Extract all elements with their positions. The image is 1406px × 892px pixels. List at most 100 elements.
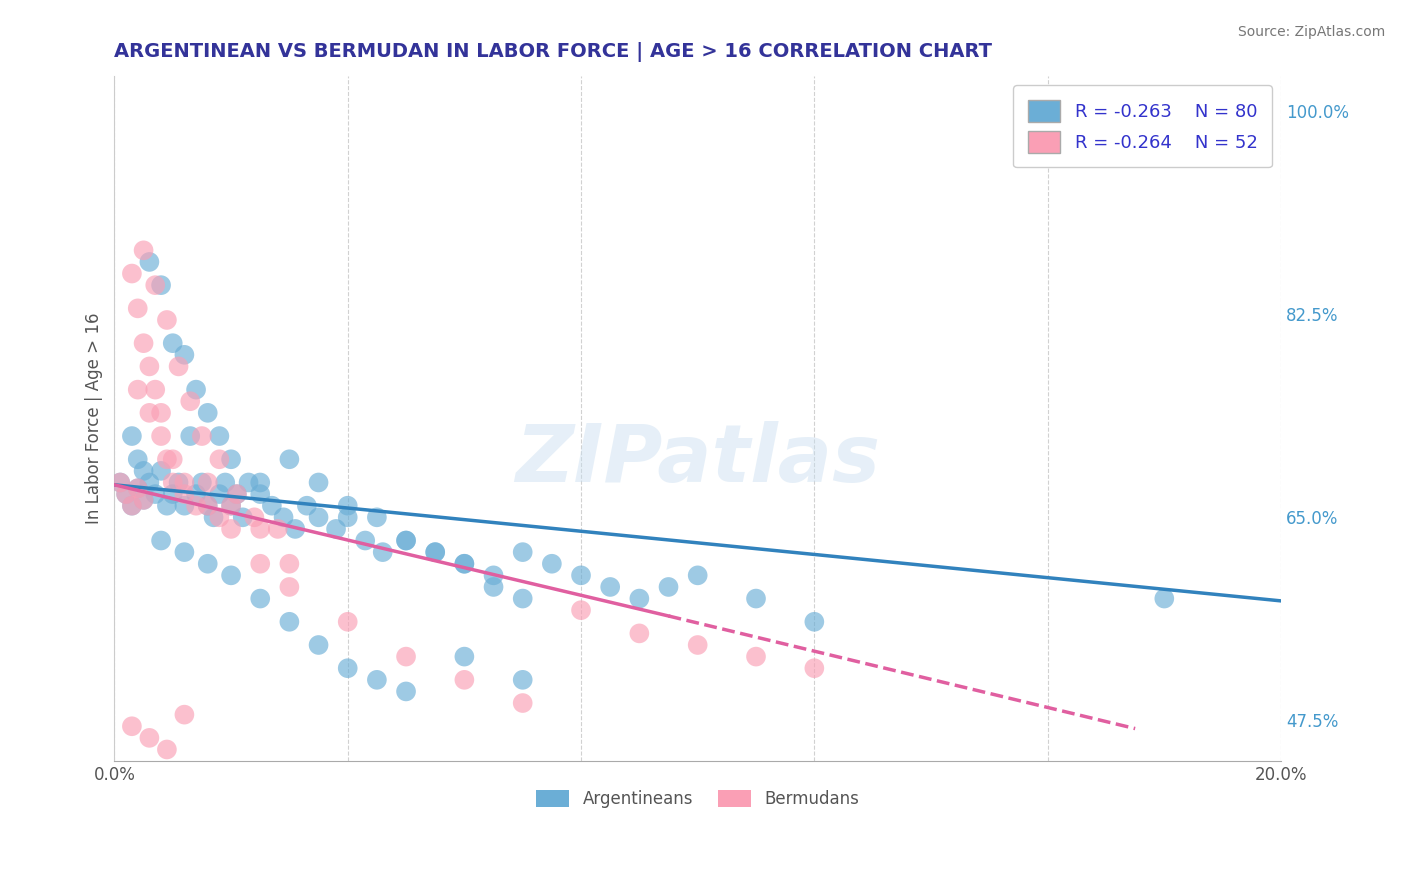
- Point: [745, 591, 768, 606]
- Point: [225, 487, 247, 501]
- Y-axis label: In Labor Force | Age > 16: In Labor Force | Age > 16: [86, 313, 103, 524]
- Point: [138, 255, 160, 269]
- Point: [115, 487, 138, 501]
- Point: [156, 742, 179, 756]
- Point: [395, 533, 418, 548]
- Point: [482, 580, 505, 594]
- Point: [267, 522, 290, 536]
- Point: [127, 452, 149, 467]
- Point: [278, 452, 301, 467]
- Point: [243, 510, 266, 524]
- Point: [179, 429, 201, 443]
- Point: [219, 522, 242, 536]
- Point: [453, 673, 475, 687]
- Point: [686, 568, 709, 582]
- Point: [132, 464, 155, 478]
- Point: [121, 499, 143, 513]
- Point: [354, 533, 377, 548]
- Legend: Argentineans, Bermudans: Argentineans, Bermudans: [529, 783, 866, 814]
- Point: [278, 580, 301, 594]
- Point: [208, 487, 231, 501]
- Point: [150, 429, 173, 443]
- Point: [249, 475, 271, 490]
- Point: [482, 568, 505, 582]
- Point: [628, 591, 651, 606]
- Point: [336, 661, 359, 675]
- Point: [325, 522, 347, 536]
- Point: [191, 429, 214, 443]
- Point: [395, 649, 418, 664]
- Point: [110, 475, 132, 490]
- Text: ZIPatlas: ZIPatlas: [515, 421, 880, 499]
- Point: [173, 475, 195, 490]
- Point: [173, 545, 195, 559]
- Point: [284, 522, 307, 536]
- Point: [132, 492, 155, 507]
- Point: [541, 557, 564, 571]
- Point: [278, 615, 301, 629]
- Point: [162, 336, 184, 351]
- Point: [395, 684, 418, 698]
- Point: [366, 510, 388, 524]
- Point: [156, 499, 179, 513]
- Point: [425, 545, 447, 559]
- Point: [569, 603, 592, 617]
- Point: [156, 313, 179, 327]
- Point: [238, 475, 260, 490]
- Point: [121, 429, 143, 443]
- Point: [150, 533, 173, 548]
- Point: [208, 510, 231, 524]
- Point: [150, 464, 173, 478]
- Point: [127, 383, 149, 397]
- Point: [121, 719, 143, 733]
- Point: [184, 487, 207, 501]
- Point: [121, 499, 143, 513]
- Point: [308, 475, 330, 490]
- Point: [167, 359, 190, 374]
- Point: [167, 475, 190, 490]
- Point: [295, 499, 318, 513]
- Point: [225, 487, 247, 501]
- Point: [453, 557, 475, 571]
- Point: [179, 394, 201, 409]
- Point: [110, 475, 132, 490]
- Point: [628, 626, 651, 640]
- Point: [336, 510, 359, 524]
- Point: [173, 499, 195, 513]
- Point: [249, 591, 271, 606]
- Point: [184, 499, 207, 513]
- Point: [273, 510, 295, 524]
- Point: [219, 568, 242, 582]
- Text: ARGENTINEAN VS BERMUDAN IN LABOR FORCE | AGE > 16 CORRELATION CHART: ARGENTINEAN VS BERMUDAN IN LABOR FORCE |…: [114, 42, 993, 62]
- Point: [371, 545, 394, 559]
- Point: [512, 696, 534, 710]
- Point: [249, 522, 271, 536]
- Point: [366, 673, 388, 687]
- Point: [143, 487, 166, 501]
- Point: [512, 591, 534, 606]
- Point: [214, 475, 236, 490]
- Point: [249, 487, 271, 501]
- Point: [219, 499, 242, 513]
- Point: [453, 557, 475, 571]
- Point: [197, 499, 219, 513]
- Point: [1153, 591, 1175, 606]
- Point: [425, 545, 447, 559]
- Point: [138, 731, 160, 745]
- Point: [138, 359, 160, 374]
- Point: [173, 348, 195, 362]
- Point: [127, 481, 149, 495]
- Point: [208, 429, 231, 443]
- Point: [512, 545, 534, 559]
- Point: [202, 510, 225, 524]
- Point: [138, 475, 160, 490]
- Point: [249, 557, 271, 571]
- Point: [232, 510, 254, 524]
- Point: [686, 638, 709, 652]
- Point: [143, 278, 166, 293]
- Point: [395, 533, 418, 548]
- Point: [162, 452, 184, 467]
- Point: [162, 487, 184, 501]
- Point: [197, 406, 219, 420]
- Point: [308, 638, 330, 652]
